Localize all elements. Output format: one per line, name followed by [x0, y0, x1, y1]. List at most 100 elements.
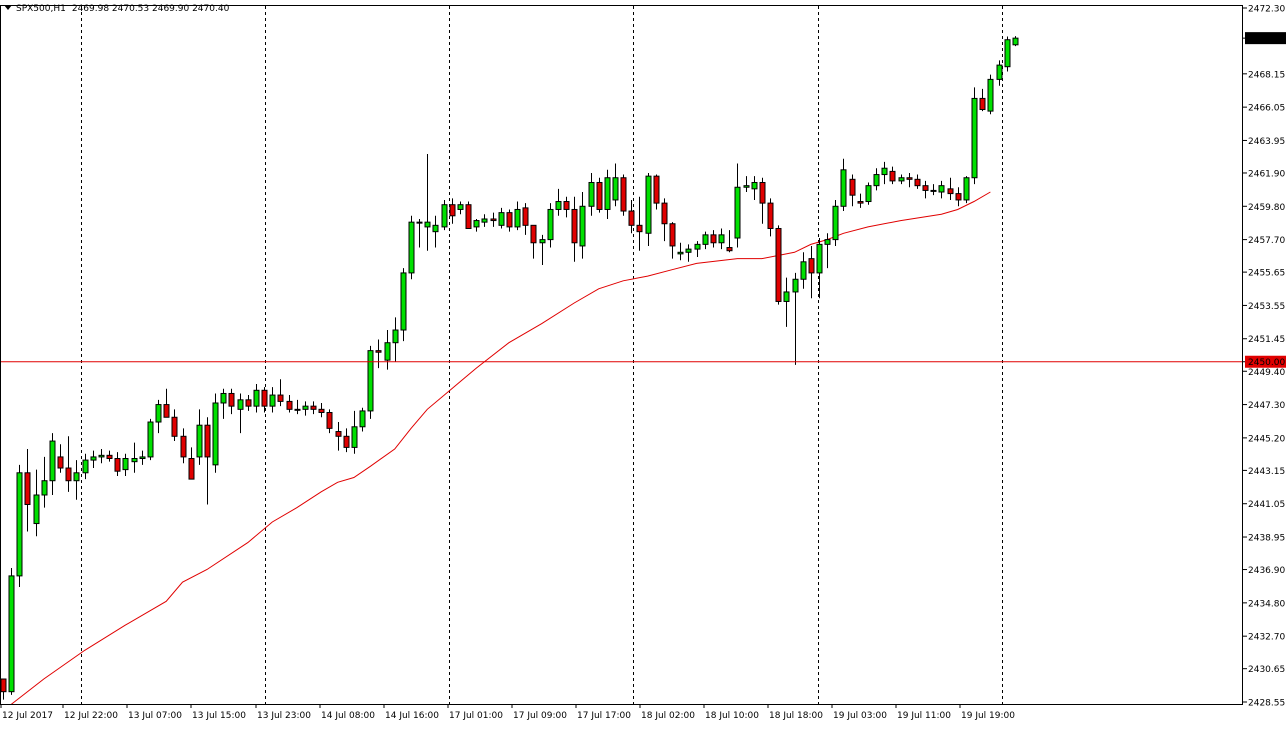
candle [604, 169, 611, 219]
candle-body [180, 435, 187, 458]
candle-body [131, 458, 138, 463]
candle [432, 215, 439, 248]
candle-body [1004, 39, 1011, 68]
x-tick-label: 14 Jul 16:00 [385, 711, 439, 721]
candle [228, 388, 235, 415]
axes: 2472.30 2470.40 2468.15 2466.05 2463.95 2461.… [0, 5, 1286, 721]
candle [914, 174, 921, 189]
candle [751, 176, 758, 200]
candles [0, 36, 1019, 700]
candle-body [710, 234, 717, 244]
candle-body [677, 251, 684, 255]
candle-body [188, 458, 195, 480]
y-tick-label: 2451.45 [1248, 335, 1285, 345]
candle [792, 272, 799, 365]
candle [816, 238, 823, 299]
candle [163, 388, 170, 418]
candle-body [408, 221, 415, 274]
candle-body [57, 456, 64, 469]
x-tick-label: 14 Jul 08:00 [321, 711, 375, 721]
candle [359, 407, 366, 432]
candle-body [938, 185, 945, 193]
candle [922, 180, 929, 199]
candle-body [759, 181, 766, 204]
candle [457, 201, 464, 215]
candle-body [612, 177, 619, 201]
y-tick-label: 2436.90 [1248, 566, 1285, 576]
candle-body [228, 392, 235, 407]
y-tick-label: 2472.30 [1248, 5, 1285, 15]
y-tick-label: 2455.65 [1248, 269, 1285, 279]
candle [955, 187, 962, 207]
candle-body [326, 412, 333, 429]
candle-body [636, 224, 643, 233]
candle-body [816, 243, 823, 274]
candle-body [359, 410, 366, 428]
candle-body [506, 212, 513, 228]
candle [449, 198, 456, 224]
candle [212, 393, 219, 473]
candle-body [98, 454, 105, 458]
candle [343, 428, 350, 453]
x-tick-label: 12 Jul 22:00 [64, 711, 118, 721]
candle-body [82, 459, 89, 474]
candle [677, 242, 684, 261]
candle-body [734, 186, 741, 239]
candle [588, 172, 595, 216]
candle-body [351, 426, 358, 448]
candle-body [947, 188, 954, 195]
candle [65, 436, 72, 492]
candle-body [310, 405, 317, 410]
candle [204, 417, 211, 505]
candle-body [620, 177, 627, 212]
candle [131, 442, 138, 473]
candle-body [979, 97, 986, 111]
candle-body [824, 239, 831, 245]
candle [857, 193, 864, 208]
x-tick-label: 19 Jul 11:00 [897, 711, 951, 721]
chart-header: SPX500,H1 2469.98 2470.53 2469.90 2470.40 [4, 4, 229, 14]
candle-body [661, 202, 668, 225]
candle [710, 230, 717, 248]
candle [294, 399, 301, 415]
candle [694, 241, 701, 258]
y-tick-label: 2453.55 [1248, 302, 1285, 312]
x-tick-label: 18 Jul 02:00 [641, 711, 695, 721]
candle [408, 215, 415, 280]
candle [547, 203, 554, 248]
x-tick-label: 12 Jul 2017 [2, 711, 53, 721]
candle-body [840, 169, 847, 207]
candle [245, 395, 252, 411]
candle [873, 168, 880, 191]
candle [539, 234, 546, 265]
candle [832, 199, 839, 246]
candle-body [628, 210, 635, 226]
candle [122, 453, 129, 476]
candle [1012, 36, 1019, 47]
candle-body [277, 394, 284, 402]
candle [33, 469, 40, 537]
candle [351, 410, 358, 454]
candle-body [751, 181, 758, 190]
y-tick-label: 2441.05 [1248, 500, 1285, 510]
candle-body [579, 205, 586, 247]
dropdown-triangle-icon[interactable] [4, 5, 12, 10]
candle-body [147, 421, 154, 458]
candle [171, 409, 178, 442]
candle [384, 330, 391, 370]
candle [996, 60, 1003, 86]
candle-body [702, 234, 709, 245]
candle [522, 203, 529, 235]
candle-body [155, 404, 162, 423]
candle [800, 252, 807, 289]
candle-body [367, 350, 374, 412]
candle [16, 464, 23, 587]
candle [506, 209, 513, 232]
candle [57, 444, 64, 473]
y-tick-label: 2470.40 [1248, 35, 1285, 45]
candle [579, 192, 586, 259]
candle-body [24, 472, 31, 506]
plot-frame [0, 5, 1243, 705]
candle-body [33, 494, 40, 525]
